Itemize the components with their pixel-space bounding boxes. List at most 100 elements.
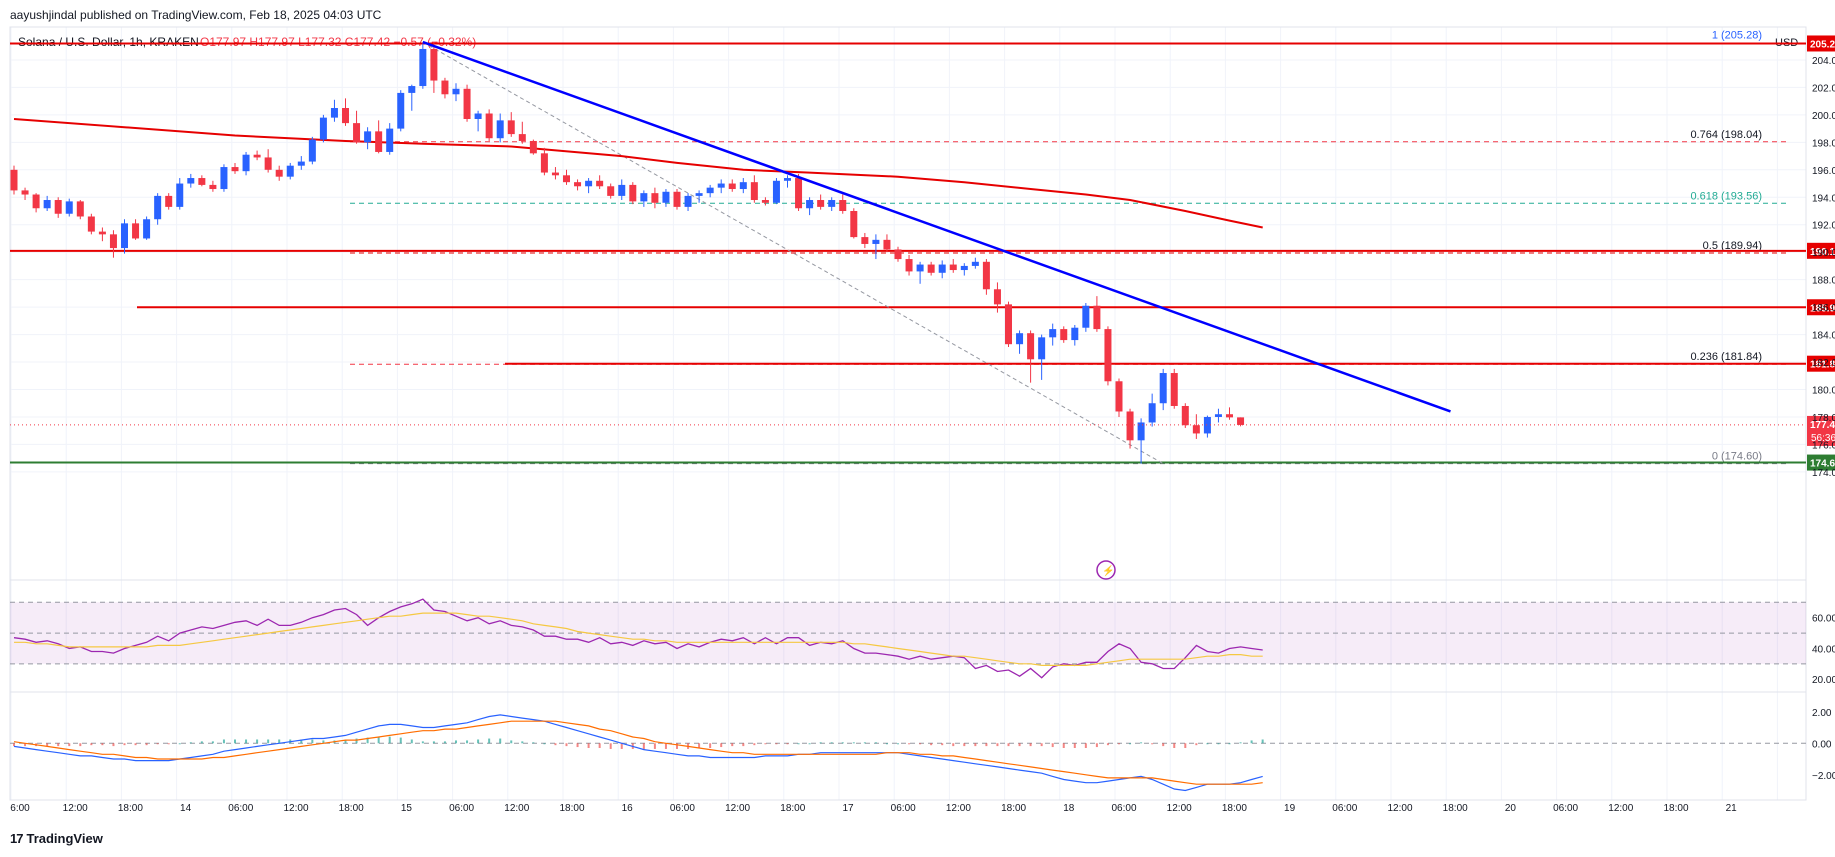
candle-body [872,239,880,244]
price-axis-tick: 176.00 [1812,440,1835,451]
macd-histogram-bar [1140,742,1143,744]
macd-histogram-bar [609,743,612,749]
candle-body [1005,304,1012,345]
macd-histogram-bar [996,743,999,747]
fib-level-label: 0.5 (189.94) [1703,240,1762,252]
candle-body [220,167,228,190]
candle-body [286,165,294,177]
candle-body [441,80,449,95]
time-axis-tick: 12:00 [725,803,750,814]
candle-body [452,88,460,95]
macd-axis-tick: 2.00 [1812,708,1832,719]
candle-body [474,113,482,119]
candle-body [32,194,40,209]
macd-histogram-bar [554,743,557,746]
candle-body [132,223,140,239]
macd-histogram-bar [930,743,933,746]
macd-histogram-bar [388,736,391,744]
time-axis-tick: 06:00 [1111,803,1136,814]
macd-histogram-bar [421,741,424,744]
candle-body [386,128,394,152]
macd-histogram-bar [300,739,303,744]
macd-histogram-bar [874,742,877,744]
publisher-credit: aayushjindal published on TradingView.co… [10,8,382,22]
time-axis-tick: 18:00 [559,803,584,814]
candle-body [1203,416,1211,434]
candle-body [176,183,184,207]
time-axis-tick: 21 [1726,803,1738,814]
replay-icon [1096,560,1116,580]
macd-histogram-bar [1173,743,1176,748]
macd-histogram-bar [819,742,822,744]
candle-body [828,200,836,207]
macd-histogram-bar [1084,743,1087,748]
macd-histogram-bar [653,743,656,749]
candle-body [297,161,305,166]
rsi-axis-tick: 20.00 [1812,675,1835,686]
candle-body [43,200,51,209]
moving-average-line [13,118,1263,229]
candle-body [353,123,361,143]
candle-body [76,201,84,217]
price-axis-tick: 188.00 [1812,276,1835,287]
time-axis-tick: 12:00 [283,803,308,814]
price-axis-tick: 198.00 [1812,138,1835,149]
candle-body [717,183,725,188]
macd-signal-line [13,720,1263,785]
candle-body [695,193,703,196]
time-axis-tick: 18 [1063,803,1075,814]
macd-histogram-bar [134,743,137,746]
macd-histogram-bar [709,743,712,748]
candle-body [839,200,847,211]
macd-histogram-bar [521,741,524,744]
candle-body [861,237,869,244]
time-axis-tick: 18:00 [780,803,805,814]
macd-histogram-bar [720,743,723,748]
candle-body [971,261,979,266]
macd-histogram-bar [963,743,966,747]
macd-histogram-bar [178,743,181,745]
macd-histogram-bar [79,743,82,747]
macd-histogram-bar [587,743,590,748]
candle-body [1082,305,1090,328]
current-price-tag [1807,415,1835,446]
macd-histogram-bar [830,742,833,744]
price-axis-tick: 196.00 [1812,166,1835,177]
candle-body [1038,337,1046,360]
candle-body [242,154,250,172]
candles [10,42,1245,464]
time-axis-tick: 17 [842,803,854,814]
symbol-title: Solana / U.S. Dollar, 1h, KRAKEN [18,35,199,49]
candle-body [817,200,825,207]
macd-histogram-bar [211,741,214,744]
resistance-price-label: 181.88 [1810,360,1835,371]
candle-body [960,265,968,271]
time-axis-tick: 18:00 [1222,803,1247,814]
macd-histogram-bar [698,743,701,748]
tradingview-logo-icon: 17 [10,831,24,846]
fib-level-label: 0.618 (193.56) [1690,190,1762,202]
time-axis-tick: 18:00 [1663,803,1688,814]
fib-level-label: 0.236 (181.84) [1690,351,1762,363]
candle-body [673,191,681,207]
macd-histogram-bar [477,739,480,744]
time-axis-tick: 18:00 [1001,803,1026,814]
price-axis-tick: 174.00 [1812,468,1835,479]
macd-histogram-bar [410,739,413,744]
price-axis-tick: 200.00 [1812,111,1835,122]
replay-icon: ⚡ [1102,564,1114,577]
time-axis-tick: 12:00 [63,803,88,814]
time-axis-tick: 6:00 [10,803,30,814]
resistance-price-label: 205.20 [1810,39,1835,50]
candle-body [319,117,327,140]
macd-histogram-bar [885,743,888,745]
time-axis-tick: 18:00 [339,803,364,814]
price-axis-tick: 182.00 [1812,358,1835,369]
candle-body [1016,333,1024,345]
fib-level-label: 1 (205.28) [1712,29,1762,41]
candle-body [982,261,990,290]
macd-histogram-bar [664,743,667,749]
macd-histogram-bar [267,739,270,744]
time-axis-tick: 06:00 [228,803,253,814]
